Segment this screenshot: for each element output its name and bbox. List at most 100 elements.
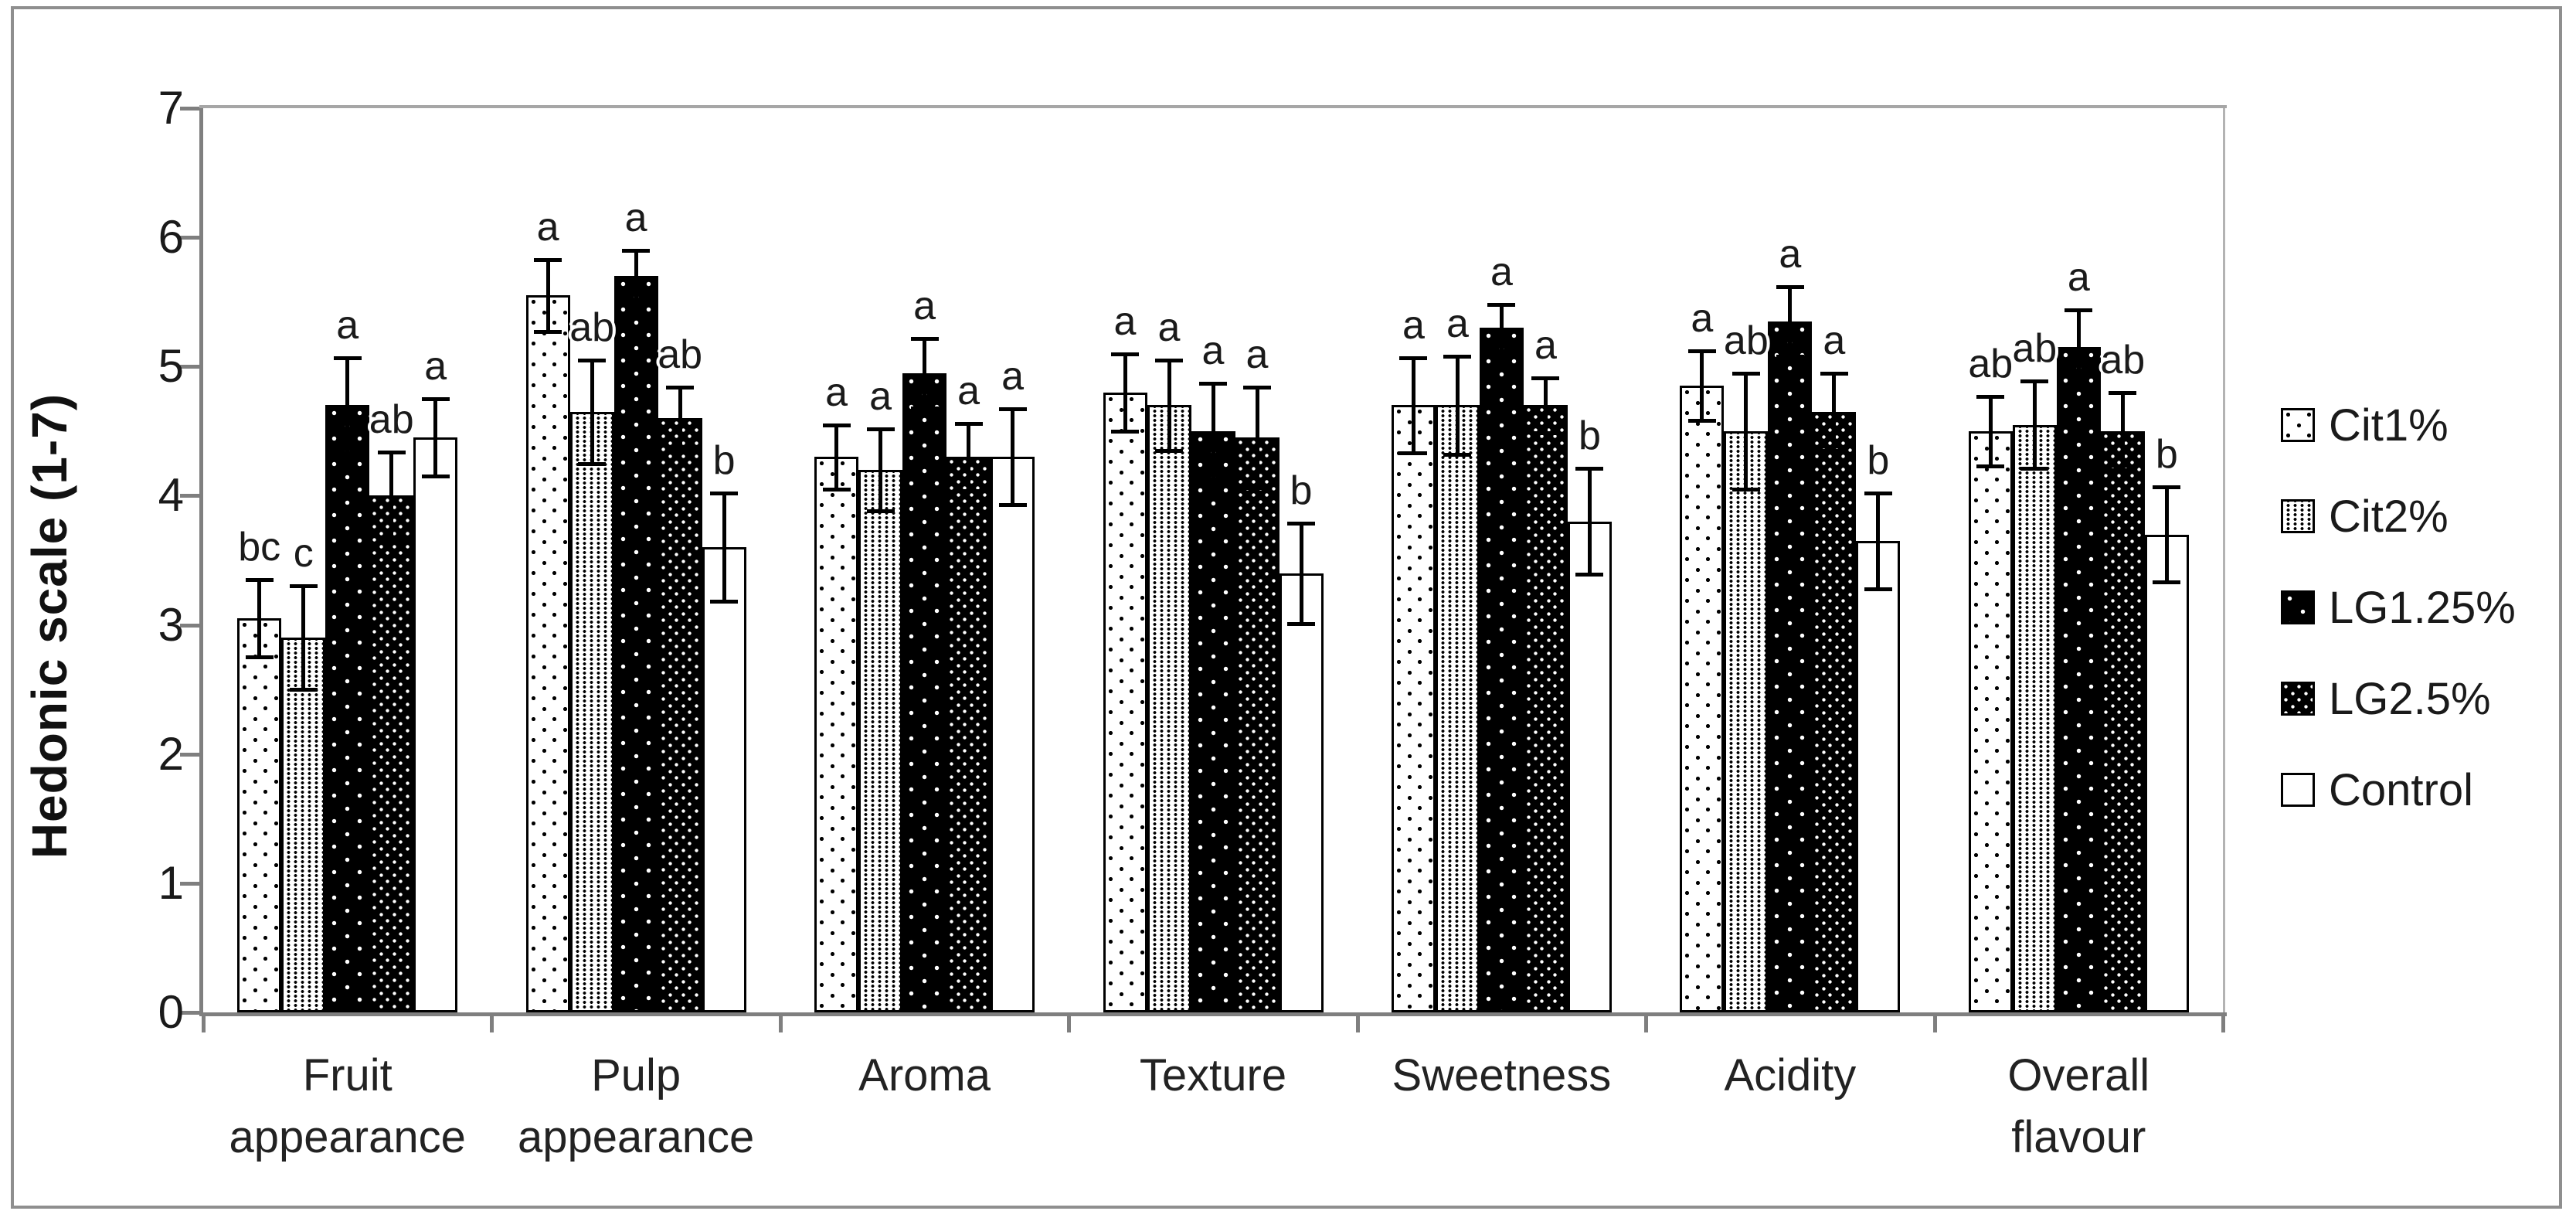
error-bar [1011, 409, 1015, 505]
y-tick-label: 3 [158, 598, 184, 651]
bar [658, 418, 702, 1012]
error-bar-cap-top [1976, 394, 2005, 399]
error-bar-cap-top [1731, 371, 1760, 376]
sig-letter: a [1490, 250, 1513, 295]
error-bar-cap-bottom [1487, 349, 1516, 354]
bar [1768, 321, 1813, 1012]
x-category-label: Acidity [1646, 1045, 1934, 1107]
error-bar-cap-bottom [1443, 452, 1472, 457]
x-category-label: Texture [1069, 1045, 1357, 1107]
y-tick-mark [180, 365, 199, 369]
error-bar-cap-bottom [822, 488, 851, 492]
bar [2056, 347, 2101, 1012]
y-tick-mark [180, 752, 199, 757]
bar [1567, 521, 1612, 1012]
sig-letter: b [2155, 431, 2178, 477]
sig-letter: ab [2012, 325, 2058, 371]
error-bar-cap-top [1776, 284, 1804, 289]
bar [1103, 392, 1147, 1012]
error-bar-cap-bottom [1243, 486, 1271, 491]
sig-letter: a [1157, 304, 1181, 350]
x-tick-mark [778, 1012, 783, 1032]
x-tick-mark [202, 1012, 206, 1032]
error-bar [634, 250, 638, 302]
bar [369, 495, 414, 1012]
error-bar-cap-top [910, 336, 939, 341]
error-bar [2120, 392, 2125, 470]
error-bar-cap-top [377, 450, 406, 454]
error-bar-cap-bottom [866, 509, 895, 514]
error-bar [878, 428, 883, 512]
error-bar-cap-top [1820, 371, 1848, 376]
sig-letter: ab [1723, 318, 1769, 363]
error-bar [301, 586, 306, 690]
error-bar [433, 399, 438, 477]
bar [702, 547, 746, 1012]
error-bar-cap-bottom [1199, 477, 1227, 481]
x-tick-mark [1644, 1012, 1649, 1032]
legend-item: Control [2281, 759, 2473, 821]
error-bar-cap-bottom [622, 300, 651, 304]
y-tick-mark [180, 107, 199, 111]
x-category-label-line: Texture [1139, 1050, 1287, 1100]
error-bar-cap-top [866, 427, 895, 431]
bar [1435, 405, 1480, 1012]
sig-letter: a [1201, 328, 1225, 373]
x-category-label-line: Pulp [591, 1050, 681, 1100]
bar [2012, 424, 2057, 1012]
error-bar [2076, 309, 2081, 385]
error-bar-cap-bottom [954, 488, 983, 493]
sig-letter: ab [1968, 341, 2014, 386]
error-bar [2032, 380, 2037, 469]
legend-item: Cit1% [2281, 394, 2449, 456]
sig-letter: ab [2100, 337, 2146, 383]
sig-letter: a [2067, 254, 2090, 300]
error-bar [1744, 372, 1748, 490]
error-bar-cap-top [1155, 358, 1183, 362]
error-bar-cap-top [1687, 349, 1716, 354]
error-bar-cap-top [2109, 390, 2137, 395]
x-category-label: Overall flavour [1935, 1045, 2223, 1168]
error-bar-cap-top [1399, 355, 1428, 360]
x-axis-line [199, 1012, 2227, 1016]
bar [1191, 430, 1235, 1012]
sig-letter: a [1691, 296, 1714, 342]
error-bar [1411, 357, 1415, 454]
x-tick-mark [1355, 1012, 1360, 1032]
legend-label: Cit1% [2329, 400, 2449, 451]
error-bar-cap-bottom [578, 461, 607, 466]
error-bar-cap-top [1864, 492, 1892, 496]
sig-letter: a [1113, 298, 1137, 344]
bar [814, 457, 859, 1012]
error-bar-cap-bottom [1155, 448, 1183, 453]
error-bar-cap-top [421, 397, 450, 402]
y-tick-label: 6 [158, 211, 184, 264]
y-tick-mark [180, 236, 199, 240]
error-bar-cap-top [1487, 303, 1516, 308]
legend-swatch [2281, 499, 2315, 533]
y-tick-mark [180, 881, 199, 886]
error-bar [1543, 378, 1548, 433]
error-bar-cap-top [289, 584, 318, 589]
x-category-label-line: appearance [517, 1112, 755, 1162]
error-bar-cap-bottom [998, 503, 1027, 508]
bar [1235, 437, 1280, 1012]
legend-swatch [2281, 590, 2315, 624]
bar [2144, 534, 2189, 1012]
sig-letter: b [1867, 438, 1890, 484]
error-bar-cap-bottom [1864, 587, 1892, 591]
error-bar-cap-bottom [1820, 448, 1848, 453]
error-bar-cap-top [2153, 485, 2181, 489]
y-tick-label: 1 [158, 856, 184, 909]
error-bar [1700, 351, 1704, 421]
error-bar-cap-bottom [2153, 580, 2181, 585]
error-bar-cap-top [2065, 308, 2093, 312]
error-bar-cap-bottom [1575, 573, 1604, 577]
bar [1479, 328, 1524, 1012]
sig-letter: a [1246, 332, 1269, 378]
error-bar-cap-top [710, 492, 739, 496]
error-bar-cap-top [578, 358, 607, 362]
error-bar [1167, 359, 1171, 451]
error-bar-cap-top [998, 407, 1027, 412]
y-tick-label: 0 [158, 986, 184, 1038]
